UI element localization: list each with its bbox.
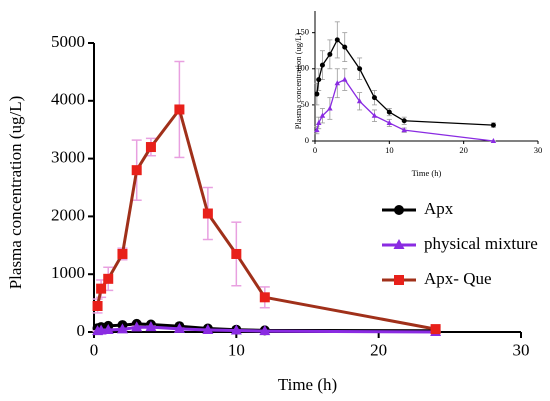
marker: [319, 112, 326, 118]
x-tick-label: 20: [370, 341, 387, 360]
marker: [327, 51, 333, 57]
y-tick-label: 150: [296, 27, 309, 37]
marker: [319, 62, 325, 68]
marker: [490, 138, 497, 143]
marker: [314, 127, 320, 133]
marker: [371, 112, 378, 118]
marker: [259, 325, 271, 336]
marker: [316, 77, 322, 83]
x-tick-label: 0: [313, 145, 317, 155]
y-tick-label: 2000: [51, 205, 85, 224]
marker: [430, 324, 441, 335]
y-axis-label: Plasma concentration (ug/L): [293, 32, 303, 129]
legend-label: Apx: [424, 199, 454, 218]
marker: [327, 105, 333, 111]
marker: [356, 98, 363, 104]
series: [92, 60, 441, 333]
x-tick-label: 30: [513, 341, 530, 360]
marker: [173, 322, 185, 333]
x-tick-label: 10: [228, 341, 245, 360]
y-tick-label: 1000: [51, 263, 85, 282]
x-tick-label: 30: [534, 145, 543, 155]
marker: [259, 292, 270, 303]
marker: [401, 127, 407, 133]
y-tick-label: 4000: [51, 90, 85, 109]
x-axis-label: Time (h): [278, 375, 337, 394]
marker: [131, 321, 143, 332]
y-tick-label: 5000: [51, 32, 85, 51]
marker: [342, 44, 348, 50]
legend-label: physical mixture: [424, 234, 538, 253]
marker: [116, 323, 128, 334]
y-tick-label: 0: [77, 321, 86, 340]
marker: [371, 95, 377, 101]
legend-label: Apx- Que: [424, 269, 492, 288]
marker: [386, 109, 392, 115]
marker: [103, 273, 114, 284]
series: [314, 21, 496, 128]
marker: [202, 208, 213, 219]
marker: [394, 275, 404, 285]
y-tick-label: 3000: [51, 148, 85, 167]
x-tick-label: 10: [385, 145, 394, 155]
y-tick-label: 0: [305, 135, 309, 145]
marker: [334, 37, 340, 43]
marker: [145, 142, 156, 153]
marker: [315, 119, 322, 125]
series-line: [316, 39, 494, 126]
x-tick-label: 20: [459, 145, 468, 155]
x-tick-label: 0: [90, 341, 99, 360]
y-tick-label: 50: [301, 99, 310, 109]
marker: [394, 205, 404, 215]
marker: [401, 118, 407, 124]
marker: [341, 76, 348, 82]
marker: [202, 323, 214, 334]
x-axis-label: Time (h): [412, 168, 442, 178]
marker: [231, 248, 242, 259]
marker: [102, 323, 114, 334]
marker: [145, 321, 157, 332]
marker: [386, 119, 393, 125]
marker: [334, 80, 341, 86]
marker: [357, 66, 363, 72]
marker: [393, 239, 405, 249]
y-axis-label: Plasma concentration (ug/L): [6, 96, 25, 290]
marker: [92, 300, 103, 311]
marker: [490, 122, 496, 128]
marker: [174, 104, 185, 115]
marker: [230, 324, 242, 335]
marker: [314, 91, 320, 97]
marker: [117, 248, 128, 259]
marker: [131, 165, 142, 176]
marker: [96, 283, 107, 294]
y-tick-label: 100: [296, 63, 309, 73]
